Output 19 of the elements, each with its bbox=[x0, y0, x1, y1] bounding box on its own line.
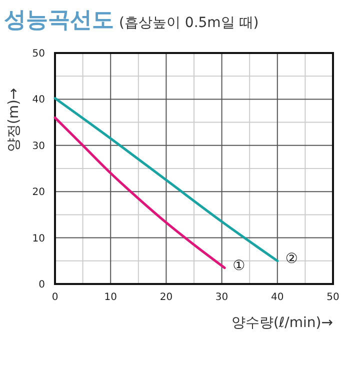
y-tick-label: 10 bbox=[32, 233, 45, 244]
x-axis-title: 양수량(ℓ/min)→ bbox=[231, 315, 334, 331]
y-tick-label: 50 bbox=[32, 48, 45, 60]
x-tick-label: 50 bbox=[326, 292, 340, 303]
x-tick-label: 30 bbox=[215, 292, 228, 303]
annotation: ② bbox=[285, 250, 298, 267]
chart-subtitle: (흡상높이 0.5m일 때) bbox=[119, 15, 259, 31]
line-series bbox=[54, 116, 226, 270]
y-tick-label: 30 bbox=[32, 140, 45, 152]
y-axis-title: 양정(m)→ bbox=[6, 88, 22, 152]
x-tick-label: 0 bbox=[52, 292, 58, 303]
x-tick-label: 40 bbox=[271, 292, 284, 303]
y-tick-label: 40 bbox=[32, 94, 45, 106]
annotation: ① bbox=[232, 258, 246, 274]
x-tick-label: 10 bbox=[104, 292, 117, 303]
y-tick-label: 20 bbox=[32, 187, 45, 198]
x-tick-label: 20 bbox=[160, 292, 173, 303]
y-tick-label: 0 bbox=[38, 280, 45, 290]
chart-title: 성능곡선도 bbox=[4, 8, 114, 33]
